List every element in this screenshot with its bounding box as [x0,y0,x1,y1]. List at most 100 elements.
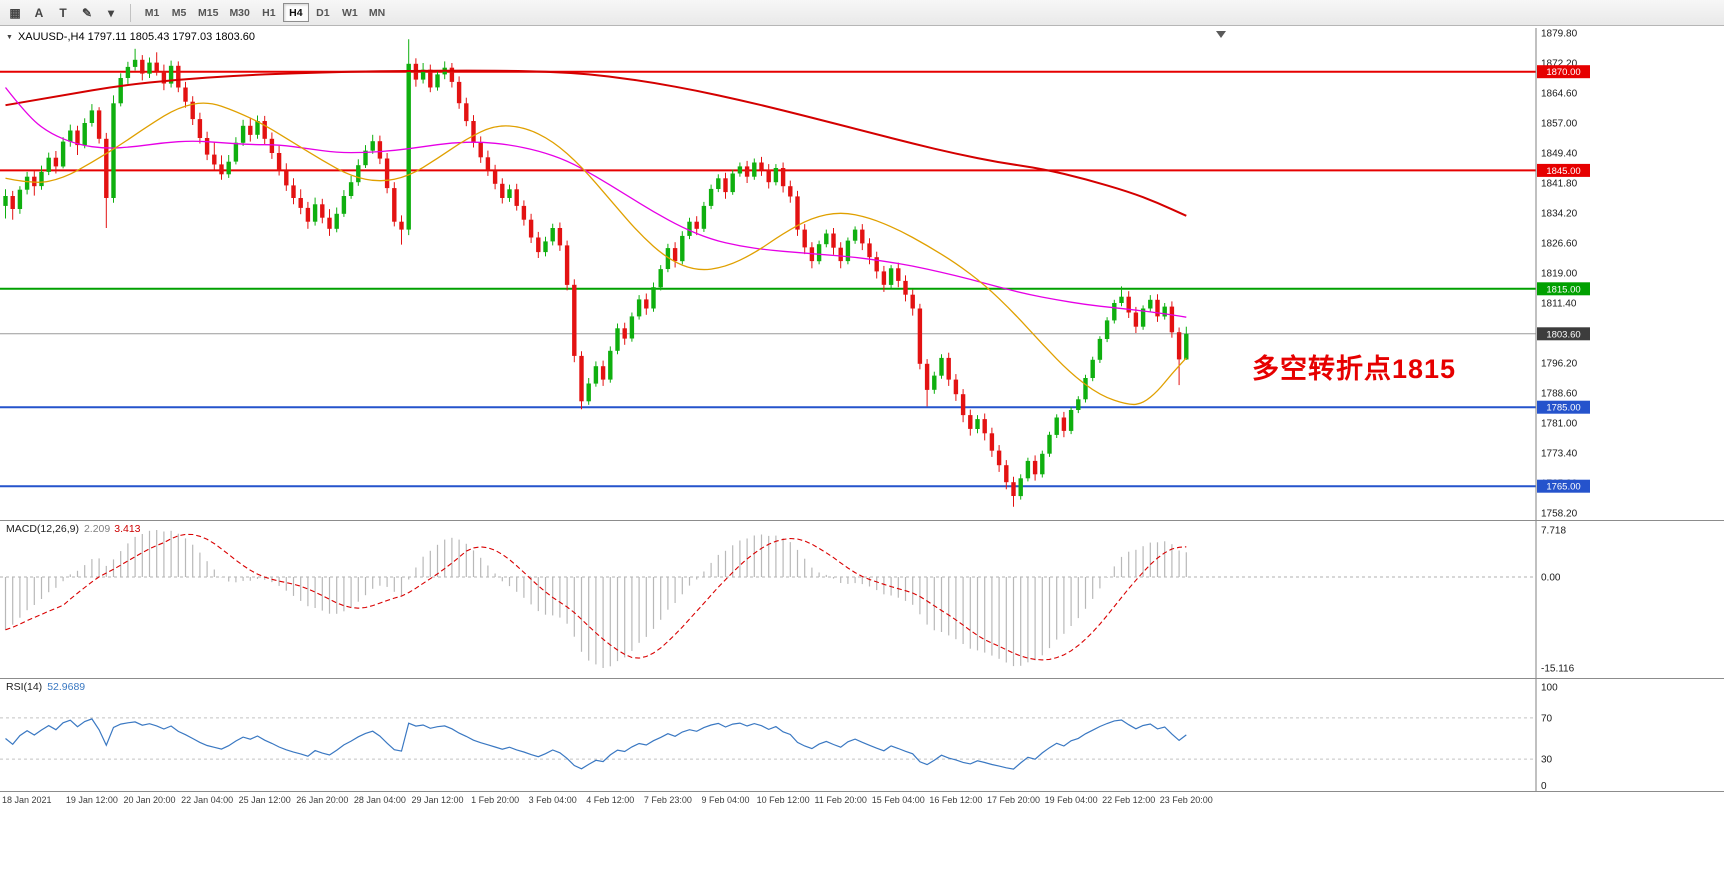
timeframe-group: M1 M5 M15 M30 H1 H4 D1 W1 MN [139,3,390,22]
macd-signal-line [5,533,1187,661]
timeframe-mn[interactable]: MN [368,6,386,19]
rsi-canvas[interactable]: 100 70 30 0 [0,679,1724,791]
timeframe-d1[interactable]: D1 [316,6,330,19]
time-axis-label: 22 Feb 12:00 [1102,795,1156,805]
price-axis-label: 1796.20 [1541,359,1578,370]
macd-main-value: 2.209 [83,523,111,535]
symbol-ohlc-readout: ▼ XAUUSD-,H4 1797.11 1805.43 1797.03 180… [6,31,255,43]
macd-canvas[interactable]: 7.718 0.00 -15.116 [0,521,1724,678]
rsi-line [5,718,1187,770]
time-axis-label: 29 Jan 12:00 [411,795,464,805]
macd-axis-label: 0.00 [1541,573,1561,584]
rsi-indicator-readout: RSI(14) 52.9689 [6,681,85,693]
draw-tool[interactable]: ✎ [81,5,93,20]
price-axis-label: 1872.20 [1541,59,1578,70]
time-axis-label: 3 Feb 04:00 [528,795,577,805]
timeframe-m30[interactable]: M30 [229,6,250,19]
timeframe-h1[interactable]: H1 [262,6,276,19]
time-axis-label: 11 Feb 20:00 [814,795,867,805]
timeframe-m15[interactable]: M15 [198,6,219,19]
time-axis-label: 18 Jan 2021 [2,795,52,805]
price-axis-label: 1834.20 [1541,209,1578,220]
price-axis-label: 1841.80 [1541,179,1578,190]
rsi-axis-label: 30 [1541,755,1553,766]
text-tool[interactable]: T [59,5,67,20]
rsi-axis-label: 0 [1541,781,1547,791]
time-axis-label: 28 Jan 04:00 [353,795,406,805]
panel-separator [0,791,1724,792]
chart-tools-group: ▦ A T ✎ ▾ [4,3,122,23]
time-axis-label: 19 Feb 04:00 [1044,795,1098,805]
macd-indicator-readout: MACD(12,26,9) 2.209 3.413 [6,523,141,535]
rsi-axis-label: 100 [1541,683,1558,694]
price-axis-label: 1864.60 [1541,89,1578,100]
shift-marker-icon [1216,31,1226,38]
panel-separator[interactable] [0,520,1724,521]
timeframe-h4[interactable]: H4 [282,3,309,22]
macd-axis-label: 7.718 [1541,526,1566,537]
price-axis-label: 1879.80 [1541,29,1578,40]
macd-signal-value: 3.413 [114,523,141,535]
time-axis: 18 Jan 2021 19 Jan 12:00 20 Jan 20:00 22 Ja… [0,794,1724,810]
toolbar-separator [130,3,131,22]
time-axis-label: 22 Jan 04:00 [181,795,234,805]
time-axis-label: 4 Feb 12:00 [586,795,635,805]
time-axis-label: 15 Feb 04:00 [871,795,925,805]
time-axis-label: 19 Jan 12:00 [65,795,118,805]
macd-name: MACD(12,26,9) [6,523,79,535]
price-tag-1870.00[interactable]: 1870.00 [1537,65,1590,79]
candlestick-series [3,39,1189,507]
time-axis-label: 20 Jan 20:00 [123,795,176,805]
price-axis-label: 1849.40 [1541,149,1578,160]
time-axis-label: 23 Feb 20:00 [1159,795,1213,805]
timeframe-w1[interactable]: W1 [342,6,358,19]
svg-text:1870.00: 1870.00 [1546,67,1580,78]
price-tag-1765.00[interactable]: 1765.00 [1537,479,1590,493]
chart-window[interactable]: 1879.80 1872.20 1864.60 1857.00 1849.40 1841.… [0,26,1724,895]
collapse-triangle-icon[interactable]: ▼ [6,33,13,41]
panel-separator[interactable] [0,678,1724,679]
time-axis-label: 25 Jan 12:00 [238,795,291,805]
chart-grid-icon[interactable]: ▦ [9,5,21,20]
price-axis-label: 1788.60 [1541,389,1578,400]
timeframe-m5[interactable]: M5 [171,6,187,19]
time-axis-label: 26 Jan 20:00 [296,795,349,805]
svg-text:1785.00: 1785.00 [1546,403,1580,414]
timeframe-m1[interactable]: M1 [144,6,160,19]
rsi-axis-label: 70 [1541,713,1553,724]
price-axis-label: 1826.60 [1541,239,1578,250]
rsi-value: 52.9689 [47,681,86,693]
ma-fast-orange [5,102,1187,406]
price-axis-label: 1781.00 [1541,419,1578,430]
time-axis-label: 7 Feb 23:00 [643,795,692,805]
symbol-ohlc-text: XAUUSD-,H4 1797.11 1805.43 1797.03 1803.… [17,31,256,43]
svg-text:1803.60: 1803.60 [1546,329,1580,340]
price-tag-1845.00[interactable]: 1845.00 [1537,163,1590,177]
price-chart-canvas[interactable]: 1879.80 1872.20 1864.60 1857.00 1849.40 1841.… [0,28,1724,520]
macd-axis-label: -15.116 [1541,664,1575,675]
chart-annotation-text: 多空转折点1815 [1252,354,1457,384]
price-axis-label: 1811.40 [1541,299,1577,310]
time-axis-label: 9 Feb 04:00 [701,795,750,805]
price-axis-label: 1857.00 [1541,119,1578,130]
ma-slow-red [5,69,1187,217]
macd-histogram [4,530,1187,668]
draw-tool-dropdown[interactable]: ▾ [107,5,115,20]
ma-medium-magenta [4,87,1187,318]
price-axis-label: 1758.20 [1541,509,1578,520]
toolbar: ▦ A T ✎ ▾ M1 M5 M15 M30 H1 H4 D1 W1 MN [0,0,1724,26]
svg-text:1765.00: 1765.00 [1546,482,1580,493]
svg-text:1815.00: 1815.00 [1546,284,1580,295]
font-tool[interactable]: A [34,5,44,20]
rsi-name: RSI(14) [6,681,43,693]
time-axis-label: 16 Feb 12:00 [929,795,983,805]
time-axis-label: 10 Feb 12:00 [756,795,810,805]
price-tag-1815.00[interactable]: 1815.00 [1537,282,1590,296]
price-axis-label: 1773.40 [1541,449,1578,460]
price-tag-1785.00[interactable]: 1785.00 [1537,400,1590,414]
price-axis-label: 1819.00 [1541,269,1578,280]
time-axis-label: 1 Feb 20:00 [471,795,520,805]
time-axis-label: 17 Feb 20:00 [986,795,1041,805]
current-price-tag[interactable]: 1803.60 [1537,327,1590,341]
